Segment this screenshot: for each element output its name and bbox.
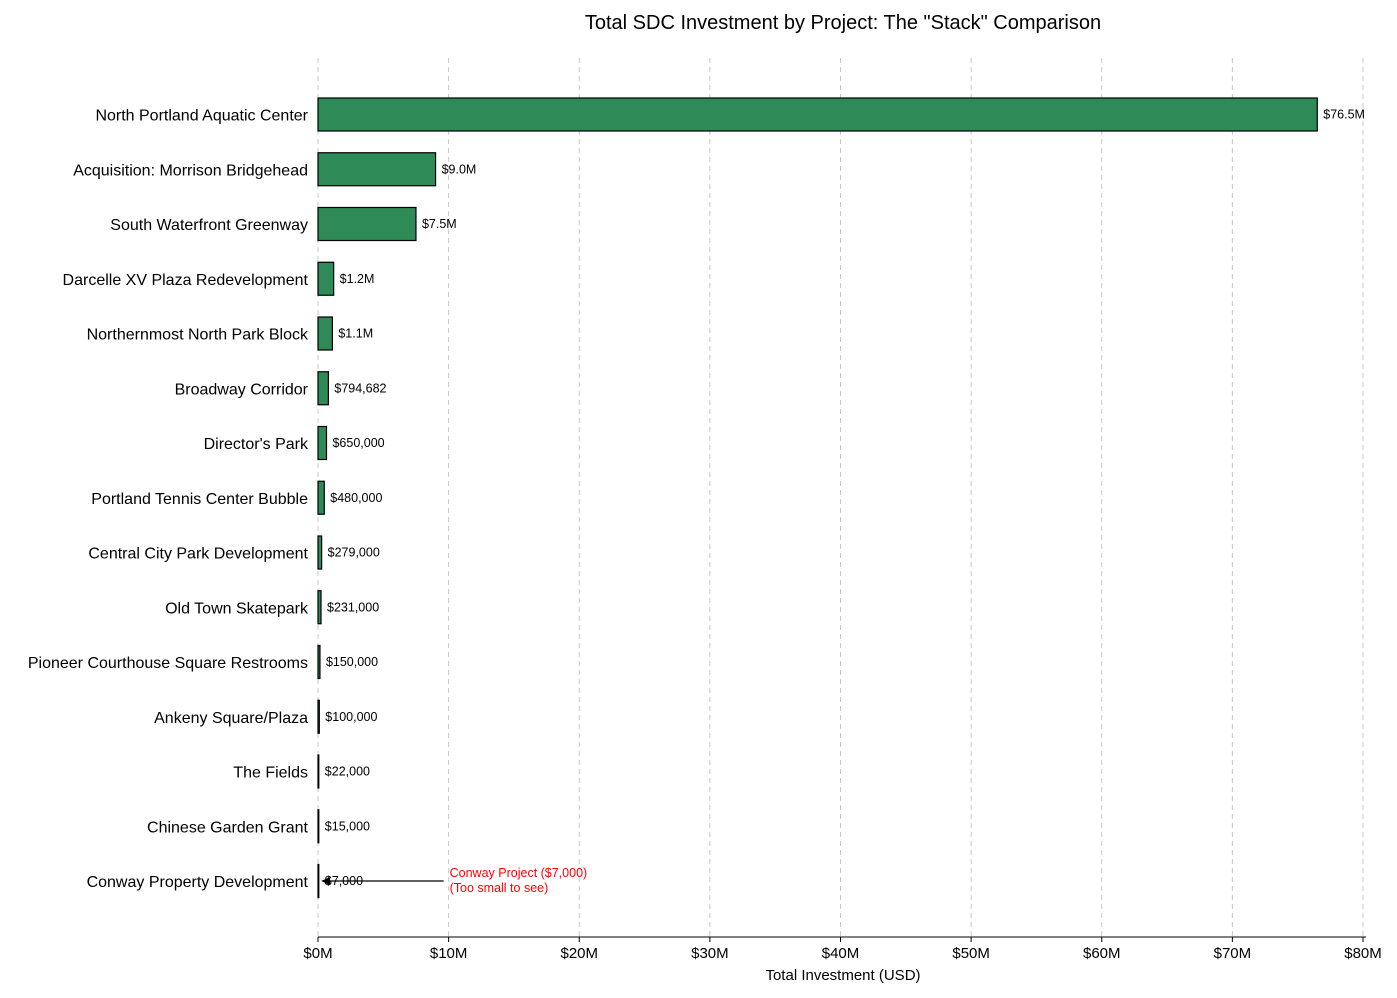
category-label: Northernmost North Park Block xyxy=(87,327,309,344)
category-label: South Waterfront Greenway xyxy=(110,217,308,234)
data-label: $480,000 xyxy=(330,491,382,505)
category-label: Conway Property Development xyxy=(87,874,309,891)
annotation-arrow-head xyxy=(321,877,331,885)
category-label: Ankeny Square/Plaza xyxy=(154,710,308,727)
data-label: $650,000 xyxy=(332,436,384,450)
bar xyxy=(317,863,320,899)
x-tick-label: $30M xyxy=(691,945,729,962)
category-label: Central City Park Development xyxy=(88,546,308,563)
bar xyxy=(317,480,325,515)
data-label: $231,000 xyxy=(327,600,379,614)
data-label: $1.1M xyxy=(338,327,373,341)
x-axis-title: Total Investment (USD) xyxy=(765,967,920,984)
grid-lines xyxy=(317,58,1364,937)
category-label: Pioneer Courthouse Square Restrooms xyxy=(28,655,308,672)
bar xyxy=(317,809,320,844)
data-label: $1.2M xyxy=(340,272,375,286)
bar xyxy=(317,754,320,789)
bar xyxy=(317,535,323,570)
category-label: North Portland Aquatic Center xyxy=(95,108,308,125)
category-label: Director's Park xyxy=(204,436,309,453)
bar xyxy=(317,644,321,680)
bar xyxy=(317,425,328,461)
category-label: Old Town Skatepark xyxy=(165,600,309,617)
bar xyxy=(317,261,335,296)
category-label: Darcelle XV Plaza Redevelopment xyxy=(63,272,309,289)
x-axis: $0M $10M $20M $30M $40M $50M $60M $70M $80M xyxy=(303,936,1382,962)
bar xyxy=(317,590,322,625)
x-tick-label: $0M xyxy=(303,945,332,962)
data-label: $15,000 xyxy=(325,819,370,833)
data-labels: $76.5M $9.0M $7.5M $1.2M $1.1M $794,682 $650,0… xyxy=(325,108,1365,889)
data-label: $150,000 xyxy=(326,655,378,669)
data-label: $279,000 xyxy=(328,546,380,560)
data-label: $22,000 xyxy=(325,765,370,779)
data-label: $76.5M xyxy=(1323,108,1365,122)
data-label: $794,682 xyxy=(334,381,386,395)
category-label: Portland Tennis Center Bubble xyxy=(91,491,308,508)
x-tick-label: $20M xyxy=(560,945,598,962)
bar xyxy=(317,316,333,351)
bar xyxy=(317,206,417,242)
annotation-text: Conway Project ($7,000) xyxy=(450,866,588,880)
x-tick-label: $10M xyxy=(430,945,468,962)
data-label: $100,000 xyxy=(325,710,377,724)
category-label: Chinese Garden Grant xyxy=(147,819,309,836)
bar xyxy=(317,699,320,734)
bar xyxy=(317,97,1318,132)
annotation: Conway Project ($7,000)(Too small to see… xyxy=(321,866,587,895)
x-tick-label: $80M xyxy=(1344,945,1382,962)
category-labels: North Portland Aquatic Center Acquisition… xyxy=(28,108,309,892)
x-tick-label: $50M xyxy=(952,945,990,962)
category-label: Broadway Corridor xyxy=(175,381,309,398)
chart-title: Total SDC Investment by Project: The "St… xyxy=(585,12,1101,34)
category-label: Acquisition: Morrison Bridgehead xyxy=(73,162,308,179)
data-label: $7.5M xyxy=(422,217,457,231)
x-tick-label: $40M xyxy=(822,945,860,962)
annotation-text: (Too small to see) xyxy=(450,881,549,895)
bar xyxy=(317,152,437,187)
x-tick-label: $70M xyxy=(1214,945,1252,962)
bars xyxy=(317,97,1318,899)
bar xyxy=(317,371,329,406)
data-label: $9.0M xyxy=(442,162,477,176)
x-tick-label: $60M xyxy=(1083,945,1121,962)
category-label: The Fields xyxy=(233,765,308,782)
